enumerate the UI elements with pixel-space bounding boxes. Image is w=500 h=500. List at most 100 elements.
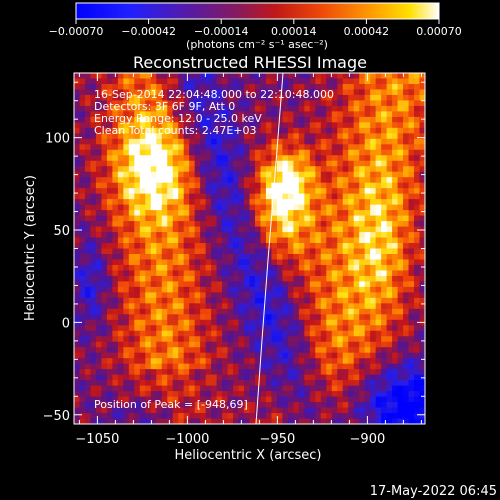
heatmap-cell — [381, 182, 388, 189]
heatmap-cell — [265, 122, 273, 129]
heatmap-cell — [304, 396, 311, 403]
heatmap-cell — [161, 369, 168, 376]
heatmap-cell — [106, 385, 113, 392]
heatmap-cell — [112, 391, 119, 398]
heatmap-cell — [205, 380, 212, 387]
heatmap-cell — [298, 303, 305, 310]
heatmap-cell — [167, 286, 174, 293]
heatmap-cell — [134, 402, 141, 409]
heatmap-cell — [414, 149, 421, 156]
heatmap-cell — [84, 391, 92, 398]
heatmap-cell — [287, 226, 294, 233]
heatmap-cell — [254, 243, 262, 250]
heatmap-cell — [123, 111, 130, 118]
heatmap-cell — [233, 341, 240, 348]
heatmap-cell — [145, 226, 152, 233]
heatmap-cell — [117, 369, 124, 376]
heatmap-cell — [150, 413, 157, 420]
heatmap-cell — [381, 281, 388, 288]
heatmap-cell — [315, 138, 322, 145]
heatmap-cell — [353, 204, 360, 211]
heatmap-cell — [222, 221, 229, 228]
heatmap-cell — [397, 199, 404, 206]
heatmap-cell — [348, 396, 355, 403]
heatmap-cell — [408, 204, 415, 211]
heatmap-cell — [227, 182, 234, 189]
heatmap-cell — [309, 83, 316, 91]
heatmap-cell — [101, 199, 108, 206]
heatmap-cell — [315, 160, 322, 167]
heatmap-cell — [364, 402, 371, 409]
heatmap-cell — [298, 160, 305, 167]
heatmap-cell — [167, 358, 174, 365]
heatmap-cell — [216, 259, 223, 266]
heatmap-cell — [298, 221, 305, 228]
heatmap-cell — [84, 127, 92, 134]
heatmap-cell — [216, 199, 223, 206]
heatmap-cell — [84, 253, 92, 261]
heatmap-cell — [74, 330, 81, 337]
heatmap-cell — [101, 270, 108, 277]
heatmap-cell — [222, 122, 229, 129]
heatmap-cell — [392, 73, 399, 80]
heatmap-cell — [79, 94, 86, 102]
heatmap-cell — [381, 264, 388, 272]
heatmap-cell — [249, 111, 256, 118]
heatmap-cell — [254, 264, 262, 272]
heatmap-cell — [331, 237, 338, 244]
heatmap-cell — [238, 259, 245, 266]
heatmap-cell — [337, 73, 344, 80]
heatmap-cell — [205, 374, 212, 381]
heatmap-cell — [359, 286, 366, 293]
heatmap-cell — [386, 116, 393, 123]
heatmap-cell — [348, 171, 355, 178]
heatmap-cell — [370, 336, 377, 343]
heatmap-cell — [381, 396, 388, 403]
heatmap-cell — [90, 215, 97, 222]
heatmap-cell — [211, 160, 218, 167]
heatmap-cell — [74, 413, 81, 420]
heatmap-cell — [386, 221, 393, 228]
heatmap-cell — [419, 133, 425, 140]
heatmap-cell — [200, 385, 207, 392]
heatmap-cell — [359, 89, 366, 96]
heatmap-cell — [189, 341, 196, 348]
heatmap-cell — [397, 166, 404, 173]
heatmap-cell — [386, 347, 393, 354]
heatmap-cell — [414, 374, 421, 381]
heatmap-cell — [233, 160, 240, 167]
heatmap-cell — [233, 182, 240, 189]
heatmap-cell — [403, 286, 410, 293]
heatmap-cell — [101, 133, 108, 140]
heatmap-cell — [414, 264, 421, 272]
heatmap-cell — [386, 330, 393, 337]
heatmap-cell — [282, 78, 289, 85]
heatmap-cell — [419, 122, 425, 129]
heatmap-cell — [298, 275, 305, 282]
heatmap-cell — [276, 352, 283, 359]
heatmap-cell — [227, 292, 234, 299]
heatmap-cell — [112, 413, 119, 420]
heatmap-cell — [282, 314, 289, 321]
heatmap-cell — [282, 144, 289, 151]
heatmap-cell — [298, 325, 305, 332]
heatmap-cell — [403, 232, 410, 239]
heatmap-cell — [375, 166, 382, 173]
heatmap-cell — [276, 177, 283, 184]
heatmap-cell — [74, 341, 81, 348]
heatmap-cell — [139, 281, 146, 288]
heatmap-cell — [172, 407, 179, 414]
heatmap-cell — [194, 111, 201, 118]
heatmap-cell — [397, 385, 404, 392]
heatmap-cell — [315, 166, 322, 173]
heatmap-cell — [320, 78, 327, 85]
heatmap-cell — [128, 73, 135, 80]
heatmap-cell — [419, 232, 425, 239]
heatmap-cell — [287, 358, 294, 365]
heatmap-cell — [79, 413, 86, 420]
heatmap-cell — [326, 336, 333, 343]
heatmap-cell — [287, 204, 294, 211]
heatmap-cell — [287, 100, 294, 107]
heatmap-cell — [156, 259, 163, 266]
